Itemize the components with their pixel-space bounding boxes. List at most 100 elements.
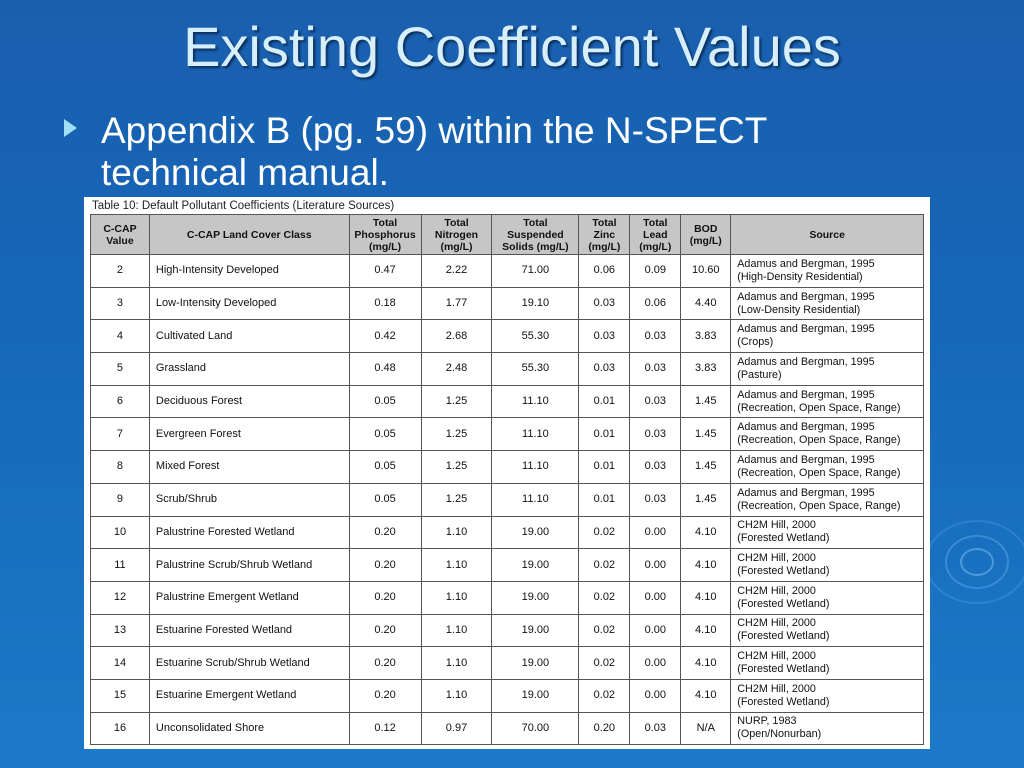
source-citation: Adamus and Bergman, 1995 xyxy=(737,453,875,466)
cell-total-suspended-solids: 55.30 xyxy=(491,319,580,354)
cell-source: CH2M Hill, 2000 (Forested Wetland) xyxy=(730,613,924,648)
cell-total-zinc: 0.03 xyxy=(578,352,631,386)
cell-total-nitrogen: 1.25 xyxy=(420,417,493,452)
cell-total-phosphorus: 0.12 xyxy=(348,711,422,746)
cell-ccap-value: 15 xyxy=(90,678,150,713)
source-citation: NURP, 1983 xyxy=(737,715,797,728)
source-citation: CH2M Hill, 2000 xyxy=(737,617,816,630)
cell-bod: 1.45 xyxy=(680,417,732,452)
cell-total-phosphorus: 0.20 xyxy=(348,613,422,648)
table-row: 7 Evergreen Forest 0.05 1.25 11.10 0.01 0.03 1.… xyxy=(90,417,924,452)
cell-total-phosphorus: 0.05 xyxy=(348,417,422,452)
table-caption: Table 10: Default Pollutant Coefficients… xyxy=(92,200,395,212)
cell-total-nitrogen: 1.10 xyxy=(420,548,493,582)
cell-ccap-value: 4 xyxy=(90,319,150,354)
cell-land-cover-class: Evergreen Forest xyxy=(148,417,350,452)
cell-total-suspended-solids: 19.00 xyxy=(491,548,580,582)
source-citation: Adamus and Bergman, 1995 xyxy=(737,323,875,336)
cell-total-zinc: 0.01 xyxy=(578,384,631,419)
cell-total-nitrogen: 1.77 xyxy=(420,286,493,321)
table-row: 12 Palustrine Emergent Wetland 0.20 1.10 19.… xyxy=(90,580,924,615)
cell-total-zinc: 0.06 xyxy=(578,254,631,288)
cell-bod: 10.60 xyxy=(680,254,732,288)
table-row: 10 Palustrine Forested Wetland 0.20 1.10 19.… xyxy=(90,515,924,550)
cell-total-phosphorus: 0.20 xyxy=(348,548,422,582)
cell-total-phosphorus: 0.20 xyxy=(348,580,422,615)
header-ccap-value: C-CAP Value xyxy=(90,214,150,255)
table-row: 16 Unconsolidated Shore 0.12 0.97 70.00 0.20 0… xyxy=(90,711,924,746)
cell-total-lead: 0.03 xyxy=(629,352,682,386)
source-citation: CH2M Hill, 2000 xyxy=(737,519,816,532)
source-category: (Forested Wetland) xyxy=(737,695,830,708)
cell-total-lead: 0.00 xyxy=(629,613,682,648)
cell-total-nitrogen: 1.10 xyxy=(420,580,493,615)
source-category: (Recreation, Open Space, Range) xyxy=(737,434,901,447)
source-category: (Forested Wetland) xyxy=(737,532,830,545)
cell-bod: 4.40 xyxy=(680,286,732,321)
cell-bod: 4.10 xyxy=(680,678,732,713)
cell-bod: 3.83 xyxy=(680,319,732,354)
table-row: 11 Palustrine Scrub/Shrub Wetland 0.20 1.10… xyxy=(90,548,924,582)
cell-total-zinc: 0.20 xyxy=(578,711,631,746)
cell-bod: 1.45 xyxy=(680,450,732,484)
cell-total-phosphorus: 0.48 xyxy=(348,352,422,386)
cell-total-suspended-solids: 55.30 xyxy=(491,352,580,386)
cell-total-suspended-solids: 19.00 xyxy=(491,580,580,615)
source-category: (Open/Nonurban) xyxy=(737,728,822,741)
source-category: (Forested Wetland) xyxy=(737,630,830,643)
cell-ccap-value: 16 xyxy=(90,711,150,746)
cell-ccap-value: 2 xyxy=(90,254,150,288)
cell-total-suspended-solids: 70.00 xyxy=(491,711,580,746)
cell-total-zinc: 0.02 xyxy=(578,678,631,713)
cell-total-suspended-solids: 19.00 xyxy=(491,678,580,713)
cell-total-zinc: 0.01 xyxy=(578,417,631,452)
header-land-cover-class: C-CAP Land Cover Class xyxy=(148,214,350,255)
cell-land-cover-class: Palustrine Forested Wetland xyxy=(148,515,350,550)
cell-source: CH2M Hill, 2000 (Forested Wetland) xyxy=(730,580,924,615)
source-category: (Low-Density Residential) xyxy=(737,303,861,316)
cell-total-suspended-solids: 19.00 xyxy=(491,613,580,648)
cell-total-lead: 0.00 xyxy=(629,646,682,680)
source-citation: CH2M Hill, 2000 xyxy=(737,650,816,663)
bullet-arrow-icon xyxy=(64,119,77,137)
cell-source: NURP, 1983 (Open/Nonurban) xyxy=(730,711,924,746)
cell-bod: 4.10 xyxy=(680,613,732,648)
cell-total-nitrogen: 1.25 xyxy=(420,482,493,517)
header-total-phosphorus: Total Phosphorus (mg/L) xyxy=(348,214,422,255)
cell-total-lead: 0.00 xyxy=(629,515,682,550)
cell-total-zinc: 0.03 xyxy=(578,319,631,354)
cell-ccap-value: 3 xyxy=(90,286,150,321)
cell-total-phosphorus: 0.20 xyxy=(348,646,422,680)
cell-bod: 4.10 xyxy=(680,548,732,582)
table-row: 13 Estuarine Forested Wetland 0.20 1.10 19.0… xyxy=(90,613,924,648)
cell-total-lead: 0.09 xyxy=(629,254,682,288)
cell-source: CH2M Hill, 2000 (Forested Wetland) xyxy=(730,515,924,550)
cell-land-cover-class: Palustrine Emergent Wetland xyxy=(148,580,350,615)
cell-total-lead: 0.00 xyxy=(629,548,682,582)
cell-total-phosphorus: 0.05 xyxy=(348,482,422,517)
header-source: Source xyxy=(730,214,924,255)
cell-land-cover-class: Estuarine Forested Wetland xyxy=(148,613,350,648)
cell-total-suspended-solids: 11.10 xyxy=(491,384,580,419)
cell-total-lead: 0.00 xyxy=(629,580,682,615)
cell-land-cover-class: Estuarine Scrub/Shrub Wetland xyxy=(148,646,350,680)
cell-total-phosphorus: 0.05 xyxy=(348,384,422,419)
cell-total-suspended-solids: 11.10 xyxy=(491,482,580,517)
source-citation: Adamus and Bergman, 1995 xyxy=(737,257,875,270)
water-ripple-decoration xyxy=(960,548,994,576)
cell-ccap-value: 8 xyxy=(90,450,150,484)
cell-total-lead: 0.00 xyxy=(629,678,682,713)
cell-land-cover-class: Scrub/Shrub xyxy=(148,482,350,517)
cell-total-lead: 0.03 xyxy=(629,319,682,354)
cell-land-cover-class: Deciduous Forest xyxy=(148,384,350,419)
cell-total-phosphorus: 0.20 xyxy=(348,678,422,713)
cell-source: Adamus and Bergman, 1995 (High-Density Re… xyxy=(730,254,924,288)
table-row: 15 Estuarine Emergent Wetland 0.20 1.10 19.0… xyxy=(90,678,924,713)
cell-total-zinc: 0.03 xyxy=(578,286,631,321)
source-category: (Recreation, Open Space, Range) xyxy=(737,466,901,479)
cell-total-nitrogen: 2.48 xyxy=(420,352,493,386)
table-row: 14 Estuarine Scrub/Shrub Wetland 0.20 1.10 1… xyxy=(90,646,924,680)
cell-source: Adamus and Bergman, 1995 (Pasture) xyxy=(730,352,924,386)
source-category: (Recreation, Open Space, Range) xyxy=(737,499,901,512)
header-total-lead: Total Lead (mg/L) xyxy=(629,214,682,255)
